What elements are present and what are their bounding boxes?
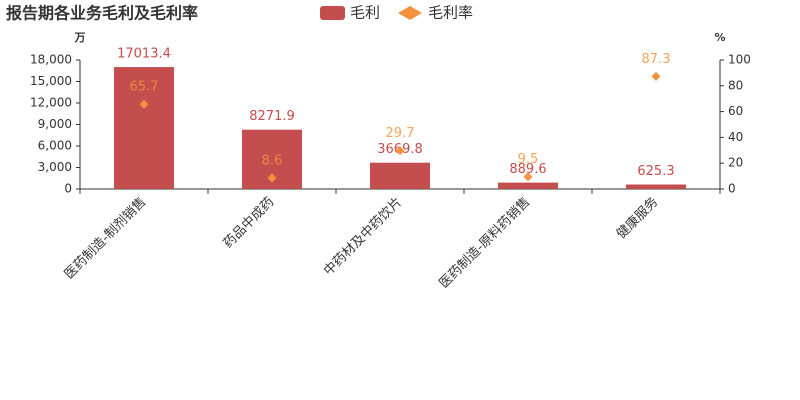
y2-unit: % <box>714 31 725 44</box>
legend-swatch <box>320 6 345 20</box>
chart-title: 报告期各业务毛利及毛利率 <box>6 4 198 23</box>
y2-tick-label: 100 <box>728 53 751 67</box>
y-tick-label: 9,000 <box>38 117 72 131</box>
bar <box>626 184 686 189</box>
y2-tick-label: 60 <box>728 104 743 118</box>
y-tick-label: 6,000 <box>38 139 72 153</box>
y-tick-label: 0 <box>64 182 72 196</box>
marker-value-label: 29.7 <box>386 126 415 141</box>
bar <box>498 182 558 189</box>
y2-tick-label: 40 <box>728 130 743 144</box>
marker-value-label: 8.6 <box>262 153 283 168</box>
legend-label: 毛利率 <box>428 4 473 22</box>
marker <box>395 146 405 156</box>
y2-tick-label: 80 <box>728 78 743 92</box>
bar-value-label: 889.6 <box>509 162 546 177</box>
y-unit: 万 <box>74 31 86 44</box>
y-tick-label: 18,000 <box>30 53 72 67</box>
x-tick-label: 医药制造-原料药销售 <box>436 194 533 291</box>
legend-label: 毛利 <box>350 4 380 22</box>
marker <box>523 172 533 182</box>
bar-value-label: 625.3 <box>637 164 674 179</box>
x-tick-label: 医药制造-制剂销售 <box>61 194 149 282</box>
y2-tick-label: 20 <box>728 156 743 170</box>
marker <box>139 99 149 109</box>
marker-value-label: 87.3 <box>642 52 671 67</box>
x-tick-label: 健康服务 <box>613 194 661 242</box>
y-tick-label: 3,000 <box>38 160 72 174</box>
marker <box>267 173 277 183</box>
bar <box>370 162 430 189</box>
y-tick-label: 15,000 <box>30 74 72 88</box>
marker-value-label: 65.7 <box>130 80 159 95</box>
x-tick-label: 中药材及中药饮片 <box>321 195 405 279</box>
bar <box>114 67 174 189</box>
marker <box>651 71 661 81</box>
y-tick-label: 12,000 <box>30 96 72 110</box>
bar-value-label: 17013.4 <box>117 47 171 62</box>
bar-value-label: 8271.9 <box>249 109 295 124</box>
marker-value-label: 9.5 <box>518 152 539 167</box>
x-tick-label: 药品中成药 <box>221 195 278 252</box>
legend-swatch <box>398 6 422 20</box>
y2-tick-label: 0 <box>728 182 736 196</box>
